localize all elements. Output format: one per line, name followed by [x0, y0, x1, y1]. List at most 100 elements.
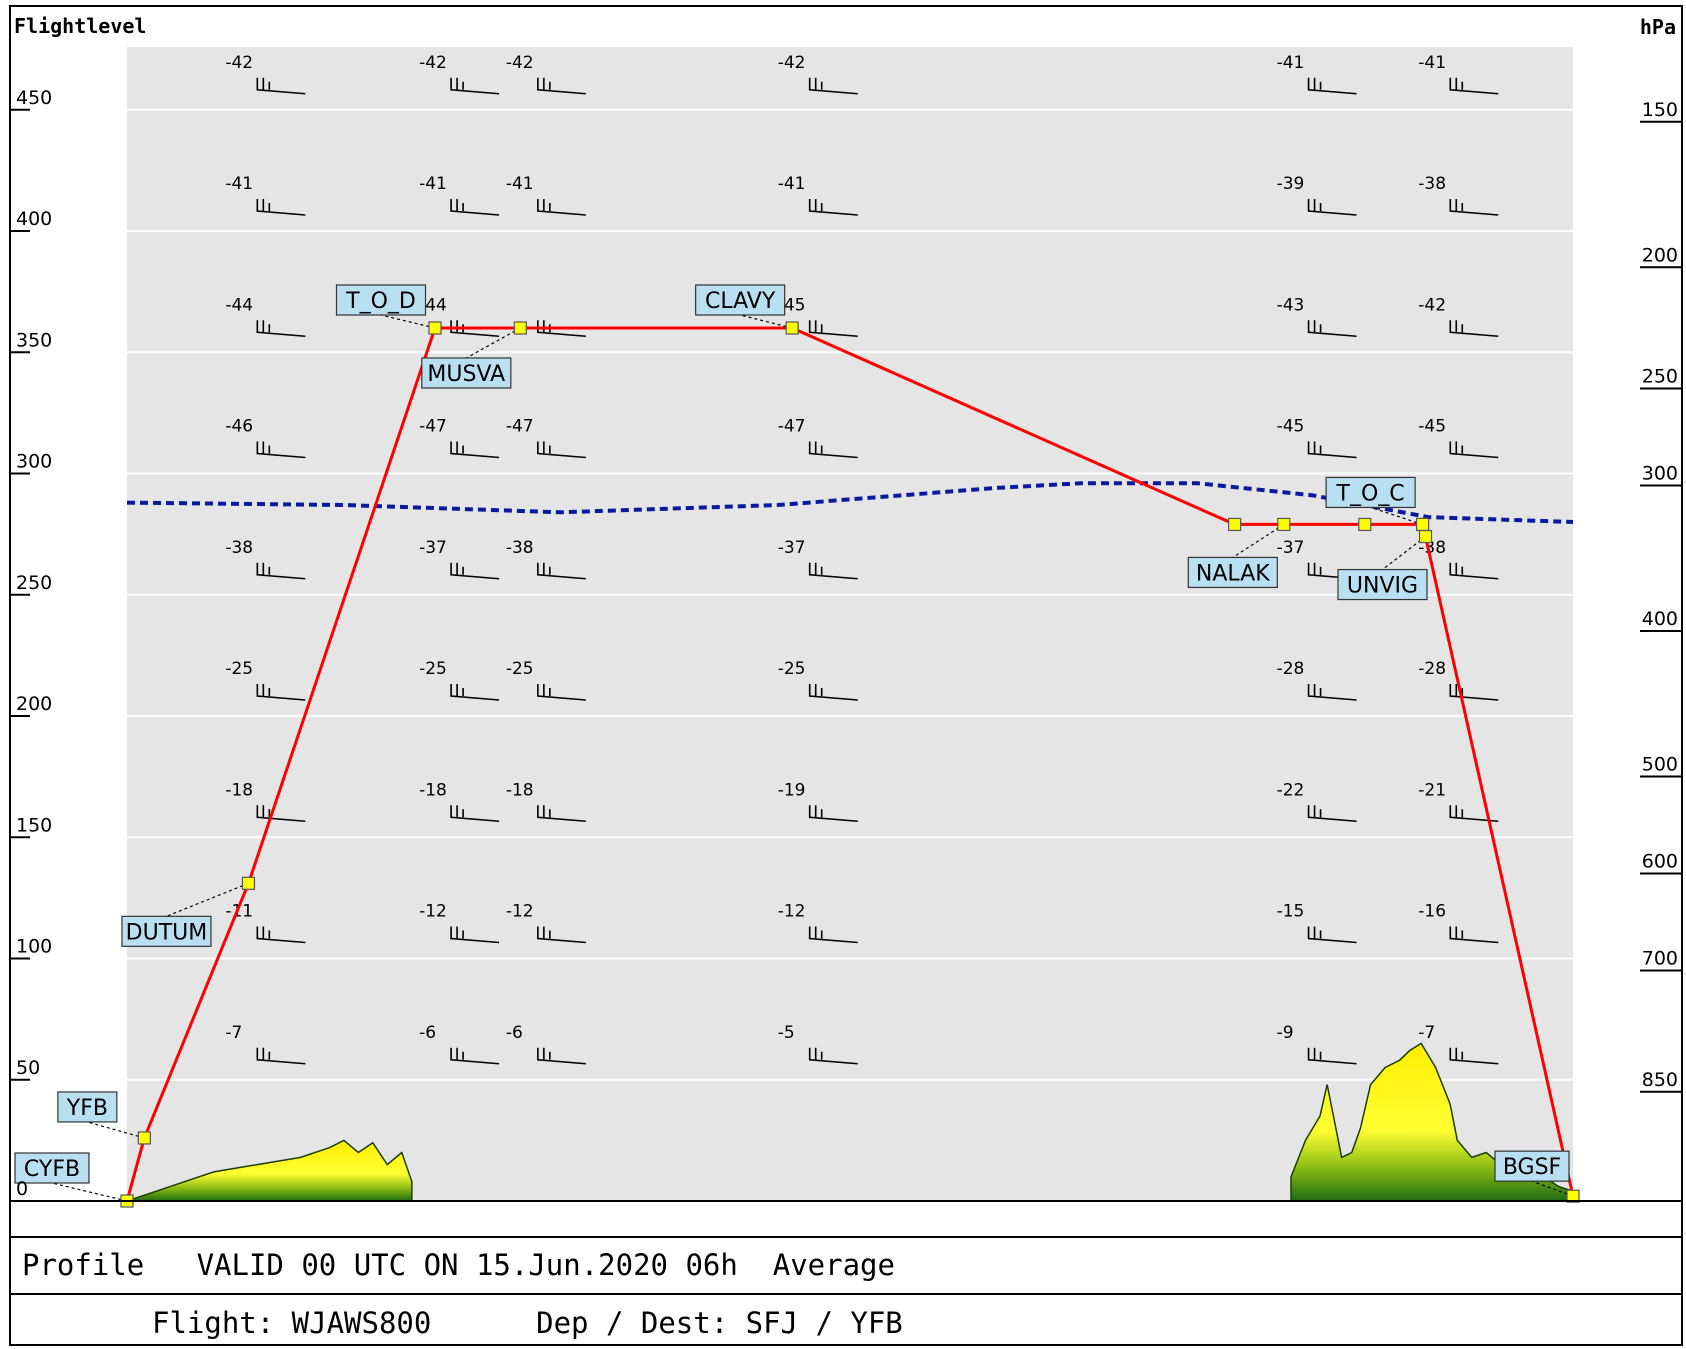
waypoint-label-musva: MUSVA: [427, 362, 505, 387]
wind-barb: [256, 320, 306, 338]
fl-tick-label-250: 250: [16, 572, 52, 594]
waypoint-marker-bgsf: [1566, 1189, 1580, 1203]
temperature-label: -12: [778, 902, 806, 922]
tropopause-path: [126, 481, 1574, 524]
fl-tick-label-150: 150: [16, 814, 52, 836]
waypoint-marker-dutum: [241, 876, 256, 890]
wind-barb: [1307, 926, 1357, 944]
hpa-tick-label-300: 300: [1642, 463, 1678, 485]
waypoint-label-cyfb: CYFB: [24, 1157, 80, 1182]
temperature-label: -12: [506, 902, 534, 922]
fl-tick-label-400: 400: [16, 208, 52, 230]
temperature-label: -25: [506, 659, 534, 679]
temperature-label: -16: [1418, 902, 1446, 922]
wind-barb: [1307, 1047, 1357, 1065]
waypoint-label-box-yfb: [57, 1091, 118, 1123]
wind-barb: [1307, 320, 1357, 338]
wind-barb: [1449, 77, 1499, 95]
wind-barb: [808, 684, 858, 701]
waypoint-marker-t_o_c: [1416, 517, 1430, 532]
waypoint-label-box-t_o_d: [335, 284, 427, 316]
waypoint-leader-dutum: [166, 882, 249, 917]
temperature-label: -41: [1418, 53, 1446, 73]
temperature-label: -12: [419, 902, 447, 922]
wind-barb: [450, 77, 500, 95]
waypoint-label-yfb: YFB: [66, 1096, 108, 1121]
wind-barb: [1449, 199, 1499, 216]
temperature-label: -18: [506, 780, 534, 800]
temperature-label: -22: [1277, 780, 1305, 800]
right-axis-title: hPa: [1640, 15, 1676, 39]
hpa-tick-label-500: 500: [1642, 754, 1678, 776]
axes: 0 50 100 150 200 250 300 350 400 450 150 200 250 300 4…: [10, 87, 1682, 1202]
hpa-tick-label-400: 400: [1642, 608, 1678, 630]
temperature-label: -37: [419, 538, 447, 558]
wind-barb: [450, 1047, 500, 1065]
wind-barb: [537, 77, 586, 95]
waypoint-label-dutum: DUTUM: [126, 920, 208, 945]
wind-barb: [808, 441, 858, 459]
wind-barb: [1307, 77, 1357, 95]
footer-valid-line: Profile VALID 00 UTC ON 15.Jun.2020 06h …: [22, 1248, 895, 1282]
wind-barb: [537, 562, 586, 580]
temperature-label: -25: [778, 659, 806, 679]
wind-barb: [256, 1047, 306, 1065]
wind-barb: [1449, 562, 1499, 580]
temperature-label: -37: [1277, 538, 1305, 558]
waypoint-marker-nalak: [1277, 517, 1291, 532]
waypoint-leader-bgsf: [1531, 1180, 1574, 1197]
temperature-label: -42: [778, 53, 806, 73]
waypoint-label-box-unvig: [1337, 568, 1428, 601]
temperature-label: -47: [419, 417, 447, 437]
waypoint-marker-musva: [513, 321, 527, 335]
wind-barb: [537, 441, 586, 459]
wind-barb: [1449, 1047, 1499, 1065]
wind-barb: [808, 1047, 858, 1065]
waypoint-label-box-cyfb: [14, 1152, 90, 1184]
wind-barb: [1449, 441, 1499, 459]
temperature-label: -45: [1418, 417, 1446, 437]
route-point-marker: [1228, 517, 1242, 532]
waypoint-leader-clavy: [740, 314, 793, 329]
wind-barb: [256, 805, 306, 823]
temperature-label: -28: [1418, 659, 1446, 679]
temperature-label: -6: [506, 1023, 523, 1043]
temperature-label: -19: [778, 780, 806, 800]
temperature-label: -43: [1277, 295, 1305, 315]
wind-barb: [808, 77, 858, 95]
wind-barb: [256, 684, 306, 701]
fl-tick-label-350: 350: [16, 329, 52, 351]
temperature-label: -28: [1277, 659, 1305, 679]
terrain-profile-1: [126, 1139, 413, 1202]
temperature-label: -42: [506, 53, 534, 73]
wind-barb: [1449, 320, 1499, 338]
temperature-label: -6: [419, 1023, 436, 1043]
temperature-label: -42: [225, 53, 253, 73]
fl-tick-label-300: 300: [16, 451, 52, 473]
wind-barb: [256, 441, 306, 459]
wind-barb: [256, 926, 306, 944]
waypoint-label-nalak: NALAK: [1196, 561, 1270, 586]
temperature-label: -11: [225, 902, 253, 922]
wind-barb: [537, 926, 586, 944]
waypoint-label-clavy: CLAVY: [705, 289, 776, 314]
fl-tick-label-450: 450: [16, 87, 52, 109]
temperature-label: -41: [506, 174, 534, 194]
temperature-label: -41: [1277, 53, 1305, 73]
temperature-label: -45: [1277, 417, 1305, 437]
wind-barb: [450, 684, 500, 701]
plot-background: [127, 47, 1573, 1201]
temperature-label: -18: [419, 780, 447, 800]
temperature-label: -7: [225, 1023, 242, 1043]
temperature-label: -46: [225, 417, 253, 437]
wind-barb: [450, 926, 500, 944]
wind-barb: [450, 199, 500, 216]
hpa-tick-label-250: 250: [1642, 366, 1678, 388]
waypoint-label-box-bgsf: [1494, 1150, 1570, 1182]
hpa-tick-label-600: 600: [1642, 851, 1678, 873]
waypoint-leader-yfb: [87, 1121, 145, 1139]
temperature-label: -39: [1277, 174, 1305, 194]
wind-barb: [808, 320, 858, 338]
waypoint-label-box-musva: [421, 357, 512, 389]
